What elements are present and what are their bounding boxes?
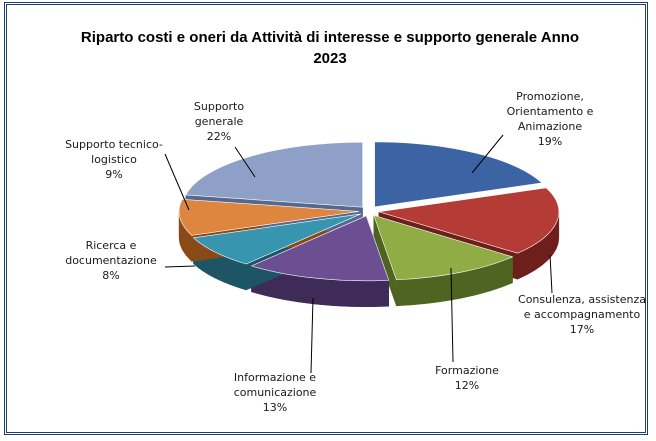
slice-label-3-line-2: comunicazione bbox=[234, 386, 317, 399]
slice-label-0-line-3: Animazione bbox=[518, 120, 583, 133]
leader-line-5 bbox=[164, 153, 190, 211]
leader-lines bbox=[164, 134, 553, 374]
slice-label-5-line-2: logistico bbox=[91, 153, 137, 166]
pie-slice-4 bbox=[192, 213, 362, 265]
slice-label-4-line-1: Ricerca e bbox=[86, 239, 137, 252]
slice-labels: Promozione, Orientamento e Animazione 19% Co… bbox=[65, 90, 645, 414]
slice-label-0-line-1: Promozione, bbox=[516, 90, 584, 103]
leader-line-6 bbox=[234, 146, 256, 178]
slice-label-1-line-1: Consulenza, assistenza bbox=[518, 293, 645, 306]
pie-slice-5 bbox=[178, 198, 360, 236]
slice-top-layer bbox=[178, 141, 560, 282]
pie-slice-3 bbox=[250, 215, 390, 282]
slice-percent-4: 8% bbox=[102, 269, 119, 282]
pie-slice-0 bbox=[374, 141, 543, 208]
slice-percent-2: 12% bbox=[455, 379, 479, 392]
slice-percent-1: 17% bbox=[570, 323, 594, 336]
chart-title: Riparto costi e oneri da Attività di int… bbox=[81, 29, 579, 67]
slice-label-2-line-1: Formazione bbox=[435, 364, 499, 377]
slice-label-0-line-2: Orientamento e bbox=[507, 105, 594, 118]
leader-line-1 bbox=[549, 254, 553, 294]
slice-label-5-line-1: Supporto tecnico- bbox=[65, 138, 163, 151]
leader-line-0 bbox=[471, 134, 504, 174]
slice-label-6-line-1: Supporto bbox=[194, 100, 244, 113]
slice-label-4-line-2: documentazione bbox=[65, 254, 157, 267]
slice-percent-0: 19% bbox=[538, 135, 562, 148]
chart-frame: Riparto costi e oneri da Attività di int… bbox=[4, 2, 648, 435]
leader-line-3 bbox=[310, 297, 314, 374]
slice-label-1-line-2: e accompagnamento bbox=[524, 308, 641, 321]
slice-percent-5: 9% bbox=[105, 168, 122, 181]
slice-label-6-line-2: generale bbox=[195, 115, 244, 128]
slice-percent-3: 13% bbox=[263, 401, 287, 414]
slice-percent-6: 22% bbox=[207, 130, 231, 143]
leader-line-4 bbox=[164, 265, 196, 268]
pie-slice-2 bbox=[373, 214, 514, 281]
chart-title-line-1: Riparto costi e oneri da Attività di int… bbox=[81, 29, 579, 46]
pie-slice-1 bbox=[378, 187, 560, 254]
pie-chart: Riparto costi e oneri da Attività di int… bbox=[65, 29, 645, 414]
slice-label-3-line-1: Informazione e bbox=[234, 371, 316, 384]
leader-line-2 bbox=[450, 267, 454, 363]
chart-title-line-2: 2023 bbox=[313, 50, 346, 67]
pie-slice-6 bbox=[185, 141, 363, 208]
